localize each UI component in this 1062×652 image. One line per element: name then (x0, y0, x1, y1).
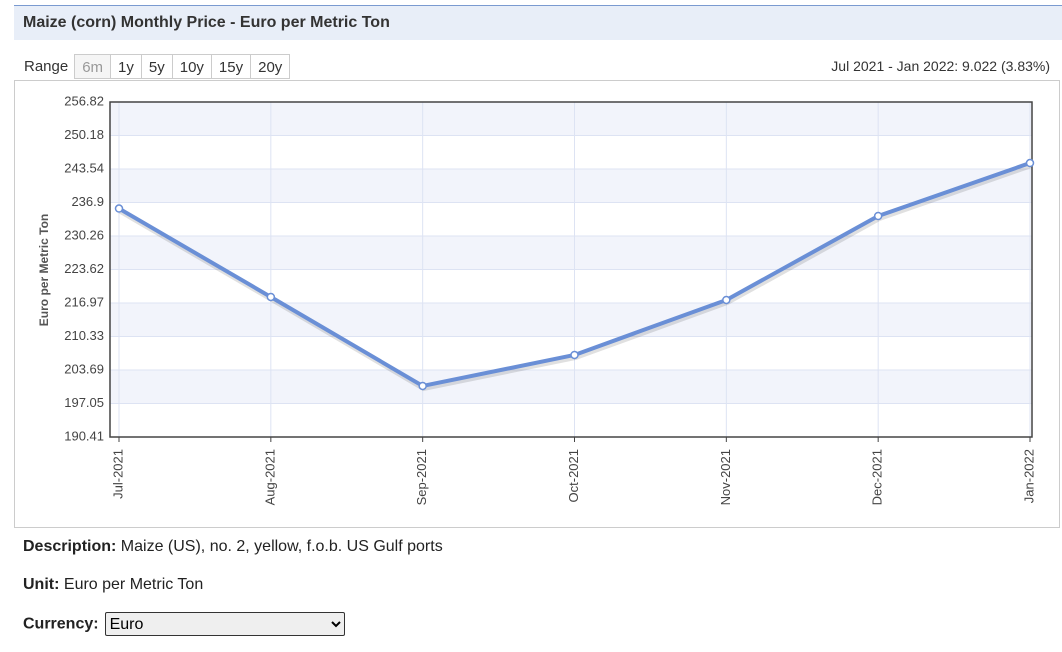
currency-select[interactable]: Euro (104, 612, 345, 636)
range-button[interactable]: 6m (74, 53, 112, 79)
description-text: Maize (US), no. 2, yellow, f.o.b. US Gul… (120, 538, 443, 555)
header-title: Maize (corn) Monthly Price - Euro per Me… (14, 5, 1062, 40)
range-bar: Range 6m 1y 5y 10y 15y 20y (24, 53, 291, 79)
range-button[interactable]: 15y (210, 53, 252, 79)
description: Description: Maize (US), no. 2, yellow, … (23, 538, 443, 556)
currency: Currency: Euro (23, 612, 345, 636)
unit-label: Unit: (23, 576, 60, 593)
chart-box (14, 80, 1060, 528)
range-button[interactable]: 5y (140, 53, 173, 79)
summary: Jul 2021 - Jan 2022: 9.022 (3.83%) (831, 58, 1050, 74)
range-label: Range (24, 57, 69, 75)
unit-text: Euro per Metric Ton (63, 576, 204, 593)
range-button[interactable]: 1y (110, 53, 142, 79)
range-button[interactable]: 20y (250, 53, 291, 79)
description-label: Description: (23, 538, 117, 555)
unit: Unit: Euro per Metric Ton (23, 576, 203, 594)
currency-label: Currency: (23, 615, 99, 633)
range-button[interactable]: 10y (171, 53, 212, 79)
